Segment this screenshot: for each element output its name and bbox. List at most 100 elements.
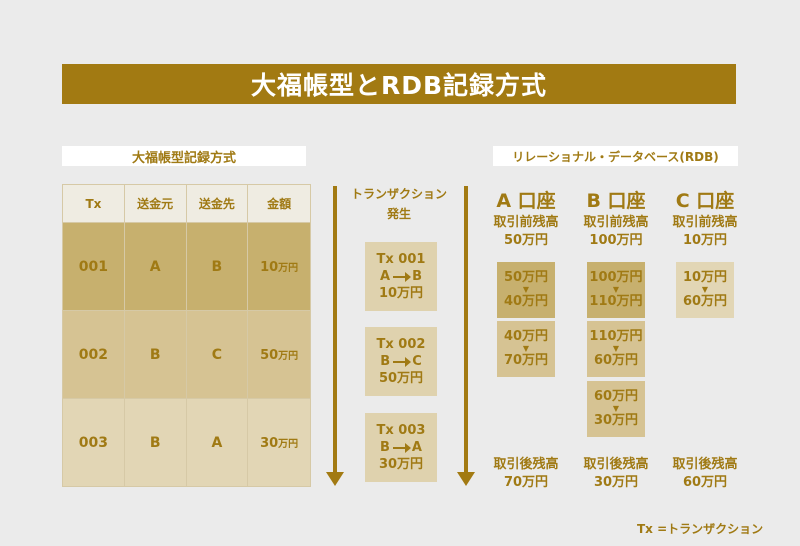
- cell-to: B: [185, 222, 249, 311]
- change-to: 40万円: [503, 294, 549, 309]
- tx-id: Tx 001: [376, 252, 426, 267]
- change-to: 110万円: [589, 294, 643, 309]
- down-arrow-icon: ▼: [612, 404, 620, 413]
- down-arrow-icon: ▼: [701, 285, 709, 294]
- change-to: 60万円: [593, 353, 639, 368]
- page-title: 大福帳型とRDB記録方式: [250, 71, 548, 100]
- cell-tx: 003: [62, 398, 125, 487]
- before-label: 取引前残高: [493, 215, 559, 230]
- balance-change-box: 50万円 ▼ 40万円: [497, 262, 555, 318]
- tx-from: B: [380, 440, 390, 455]
- right-arrow-icon: [392, 442, 411, 453]
- after-value: 30万円: [593, 475, 639, 490]
- table-row: 003 B A 30万円: [62, 398, 311, 487]
- change-from: 100万円: [589, 270, 643, 285]
- cell-tx: 001: [62, 222, 125, 311]
- change-to: 70万円: [503, 353, 549, 368]
- footnote: Tx =トランザクション: [637, 522, 764, 536]
- tx-amount: 50万円: [378, 371, 424, 386]
- before-label: 取引前残高: [672, 215, 738, 230]
- time-arrow-right-shaft: [464, 186, 468, 472]
- tx-to: A: [411, 440, 422, 455]
- time-arrow-left-head: [326, 472, 344, 486]
- tx-event-box: Tx 001 A B 10万円: [365, 242, 437, 311]
- title-banner: 大福帳型とRDB記録方式: [62, 64, 736, 104]
- account-a-name: A 口座: [496, 190, 556, 212]
- change-from: 50万円: [503, 270, 549, 285]
- right-arrow-icon: [393, 356, 412, 367]
- table-header-row: Tx 送金元 送金先 金額: [62, 184, 311, 223]
- rdb-section-heading: リレーショナル・データベース(RDB): [493, 146, 738, 166]
- down-arrow-icon: ▼: [612, 344, 620, 353]
- tx-to: C: [412, 354, 422, 369]
- cell-to: C: [185, 310, 249, 399]
- down-arrow-icon: ▼: [522, 344, 530, 353]
- tx-id: Tx 002: [376, 337, 426, 352]
- account-c-after: 取引後残高 60万円: [660, 456, 750, 492]
- after-label: 取引後残高: [493, 457, 559, 472]
- tx-event-box: Tx 002 B C 50万円: [365, 327, 437, 396]
- column-header-from: 送金元: [123, 184, 187, 223]
- after-label: 取引後残高: [583, 457, 649, 472]
- balance-change-box: 60万円 ▼ 30万円: [587, 381, 645, 437]
- time-arrow-left-shaft: [333, 186, 337, 472]
- column-header-to: 送金先: [185, 184, 249, 223]
- column-header-amount: 金額: [247, 184, 311, 223]
- tx-to: B: [412, 269, 422, 284]
- right-arrow-icon: [393, 271, 412, 282]
- tx-transfer: B A: [380, 439, 422, 456]
- down-arrow-icon: ▼: [612, 285, 620, 294]
- cell-tx: 002: [62, 310, 125, 399]
- change-from: 110万円: [589, 329, 643, 344]
- tx-transfer: B C: [380, 353, 421, 370]
- amount-unit: 万円: [278, 438, 299, 450]
- account-a-after: 取引後残高 70万円: [481, 456, 571, 492]
- tx-id: Tx 003: [376, 423, 426, 438]
- column-header-tx: Tx: [62, 184, 125, 223]
- amount-value: 10: [260, 259, 279, 275]
- before-value: 100万円: [589, 233, 643, 248]
- account-c-name: C 口座: [675, 190, 735, 212]
- cell-to: A: [185, 398, 249, 487]
- before-value: 10万円: [682, 233, 728, 248]
- amount-unit: 万円: [278, 350, 299, 362]
- time-arrow-right-head: [457, 472, 475, 486]
- tx-event-box: Tx 003 B A 30万円: [365, 413, 437, 482]
- balance-change-box: 40万円 ▼ 70万円: [497, 321, 555, 377]
- before-value: 50万円: [503, 233, 549, 248]
- tx-transfer: A B: [380, 268, 422, 285]
- cell-amount: 30万円: [247, 398, 311, 487]
- after-value: 70万円: [503, 475, 549, 490]
- account-a-before: 取引前残高 50万円: [481, 214, 571, 250]
- tx-amount: 10万円: [378, 286, 424, 301]
- balance-change-box: 110万円 ▼ 60万円: [587, 321, 645, 377]
- account-b-after: 取引後残高 30万円: [571, 456, 661, 492]
- amount-unit: 万円: [278, 262, 299, 274]
- account-c-before: 取引前残高 10万円: [660, 214, 750, 250]
- amount-value: 30: [260, 435, 279, 451]
- after-label: 取引後残高: [672, 457, 738, 472]
- before-label: 取引前残高: [583, 215, 649, 230]
- account-b-name: B 口座: [586, 190, 646, 212]
- cell-from: B: [123, 310, 187, 399]
- cell-amount: 10万円: [247, 222, 311, 311]
- balance-change-box: 100万円 ▼ 110万円: [587, 262, 645, 318]
- change-from: 10万円: [682, 270, 728, 285]
- tx-from: B: [380, 354, 391, 369]
- cell-amount: 50万円: [247, 310, 311, 399]
- tx-label-line1: トランザクション: [350, 187, 447, 201]
- cell-from: A: [123, 222, 187, 311]
- tx-label-line2: 発生: [386, 207, 411, 221]
- ledger-table: Tx 送金元 送金先 金額 001 A B 10万円 002 B C 50万円 …: [62, 184, 311, 487]
- change-to: 30万円: [593, 413, 639, 428]
- cell-from: B: [123, 398, 187, 487]
- change-to: 60万円: [682, 294, 728, 309]
- after-value: 60万円: [682, 475, 728, 490]
- account-b-before: 取引前残高 100万円: [571, 214, 661, 250]
- amount-value: 50: [260, 347, 279, 363]
- table-row: 001 A B 10万円: [62, 222, 311, 311]
- ledger-section-heading: 大福帳型記録方式: [62, 146, 306, 166]
- tx-column-label: トランザクション 発生: [343, 184, 455, 224]
- down-arrow-icon: ▼: [522, 285, 530, 294]
- change-from: 60万円: [593, 389, 639, 404]
